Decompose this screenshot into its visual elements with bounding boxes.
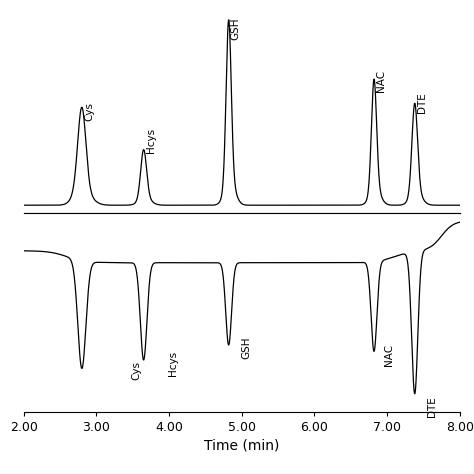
Text: GSH: GSH xyxy=(231,18,241,40)
Text: NAC: NAC xyxy=(384,344,394,365)
Text: Cys: Cys xyxy=(131,362,141,381)
Text: Hcys: Hcys xyxy=(146,128,156,154)
Text: DTE: DTE xyxy=(417,92,427,113)
Text: NAC: NAC xyxy=(376,70,386,92)
Text: Cys: Cys xyxy=(84,102,94,121)
X-axis label: Time (min): Time (min) xyxy=(204,438,280,453)
Text: DTE: DTE xyxy=(427,396,437,417)
Text: Hcys: Hcys xyxy=(168,351,178,376)
Text: GSH: GSH xyxy=(242,336,252,358)
